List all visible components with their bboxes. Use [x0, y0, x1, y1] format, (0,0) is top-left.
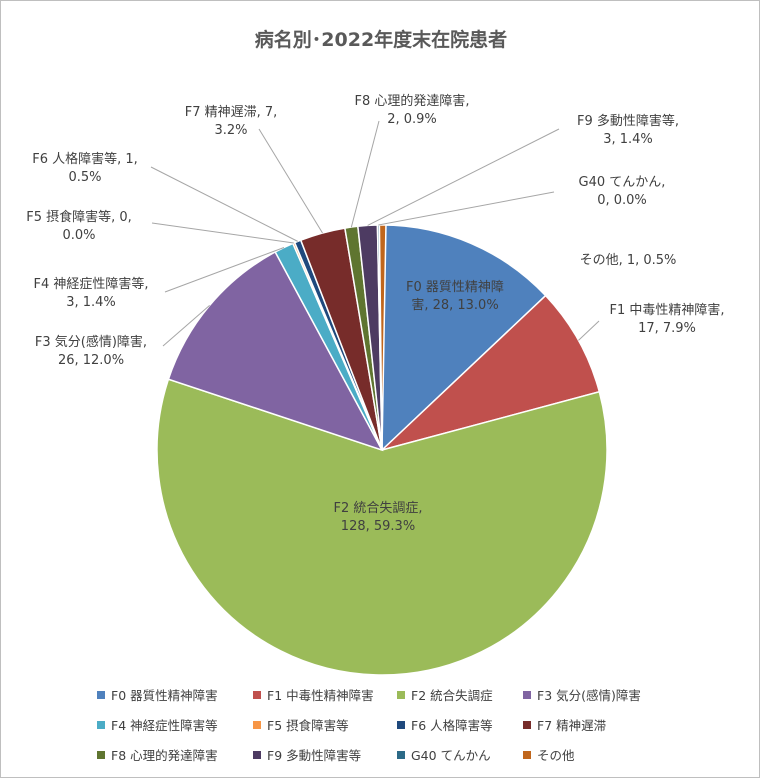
- legend-item-8: F7 精神遅滞: [523, 715, 707, 734]
- leader-line-5: [164, 247, 285, 293]
- legend-item-6: F5 摂食障害等: [253, 715, 397, 734]
- slice-label-4: F3 気分(感情)障害, 26, 12.0%: [35, 334, 147, 368]
- legend-label: F7 精神遅滞: [537, 718, 607, 733]
- slice-label-1: F0 器質性精神障害, 28, 13.0%: [406, 280, 504, 313]
- legend-item-10: F9 多動性障害等: [253, 745, 397, 764]
- legend-label: G40 てんかん: [411, 748, 491, 763]
- legend-label: その他: [537, 748, 575, 763]
- legend-swatch: [97, 690, 105, 699]
- legend-swatch: [97, 750, 105, 759]
- legend-label: F1 中毒性精神障害: [267, 688, 374, 703]
- legend-swatch: [523, 750, 531, 759]
- leader-line-7: [150, 166, 298, 242]
- legend-label: F3 気分(感情)障害: [537, 688, 641, 703]
- legend-swatch: [97, 720, 105, 729]
- slice-label-10: F9 多動性障害等, 3, 1.4%: [577, 113, 679, 147]
- legend-label: F9 多動性障害等: [267, 748, 362, 763]
- slice-label-7: F6 人格障害等, 1, 0.5%: [32, 151, 138, 185]
- legend-item-2: F1 中毒性精神障害: [253, 685, 397, 704]
- pie-slice-1: [381, 224, 547, 452]
- slice-label-6: F5 摂食障害等, 0, 0.0%: [26, 209, 132, 243]
- legend-label: F6 人格障害等: [411, 718, 493, 733]
- legend-swatch: [523, 720, 531, 729]
- leader-line-2: [578, 320, 600, 341]
- legend-label: F8 心理的発達障害: [111, 748, 218, 763]
- legend-swatch: [397, 750, 405, 759]
- legend-item-12: その他: [523, 745, 707, 764]
- slice-label-9: F8 心理的発達障害, 2, 0.9%: [354, 93, 469, 127]
- legend-item-4: F3 気分(感情)障害: [523, 685, 707, 704]
- leader-line-9: [350, 120, 380, 228]
- legend-item-7: F6 人格障害等: [397, 715, 523, 734]
- slice-label-11: G40 てんかん, 0, 0.0%: [579, 175, 666, 208]
- legend-swatch: [253, 720, 261, 729]
- pie-slice-3: [156, 378, 608, 676]
- slice-label-12: その他, 1, 0.5%: [580, 253, 677, 268]
- legend-item-1: F0 器質性精神障害: [97, 685, 253, 704]
- slice-label-5: F4 神経症性障害等, 3, 1.4%: [33, 276, 148, 310]
- legend-swatch: [253, 750, 261, 759]
- legend-swatch: [523, 690, 531, 699]
- legend-label: F0 器質性精神障害: [111, 688, 218, 703]
- pie-slice-2: [381, 294, 601, 451]
- legend-label: F5 摂食障害等: [267, 718, 349, 733]
- legend-item-11: G40 てんかん: [397, 745, 523, 764]
- legend-swatch: [253, 690, 261, 699]
- leader-line-8: [258, 128, 323, 234]
- legend-swatch: [397, 690, 405, 699]
- legend-label: F4 神経症性障害等: [111, 718, 218, 733]
- leader-line-11: [378, 191, 555, 226]
- slice-label-8: F7 精神遅滞, 7, 3.2%: [185, 105, 278, 138]
- leader-line-6: [151, 222, 294, 244]
- legend-item-3: F2 統合失調症: [397, 685, 523, 704]
- legend-swatch: [397, 720, 405, 729]
- legend-item-9: F8 心理的発達障害: [97, 745, 253, 764]
- legend: F0 器質性精神障害 F1 中毒性精神障害 F2 統合失調症 F3 気分(感情)障害 F…: [97, 685, 707, 764]
- legend-label: F2 統合失調症: [411, 688, 493, 703]
- slice-label-3: F2 統合失調症, 128, 59.3%: [333, 501, 422, 534]
- leader-line-4: [162, 304, 210, 347]
- leader-line-10: [367, 128, 560, 226]
- chart-title: 病名別･2022年度末在院患者: [254, 29, 508, 51]
- legend-item-5: F4 神経症性障害等: [97, 715, 253, 734]
- slice-label-2: F1 中毒性精神障害, 17, 7.9%: [609, 302, 724, 336]
